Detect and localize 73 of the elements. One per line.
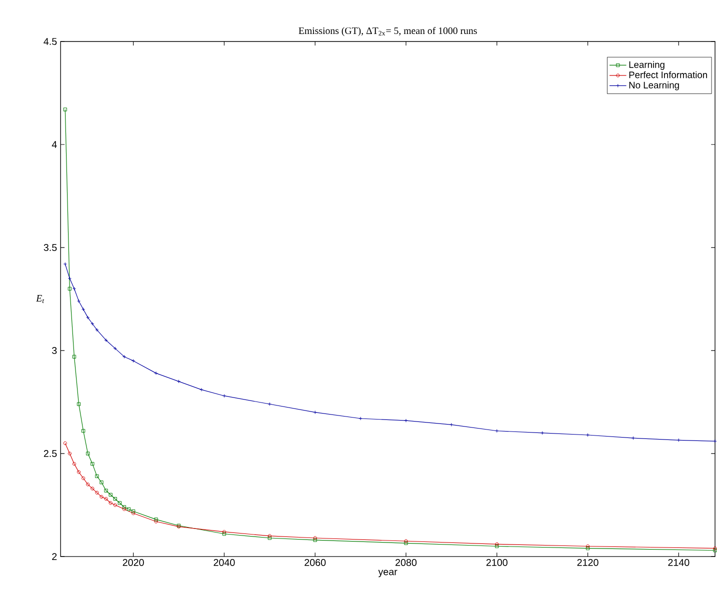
point <box>108 492 112 497</box>
point <box>631 436 636 440</box>
point <box>90 486 94 490</box>
x-tick-label: 2060 <box>304 559 326 566</box>
point <box>404 418 408 422</box>
point <box>100 480 104 484</box>
point <box>540 431 544 435</box>
point <box>76 402 81 406</box>
y-tick-label: 3 <box>52 347 57 354</box>
point <box>95 328 99 332</box>
point <box>82 307 86 312</box>
point <box>76 299 81 303</box>
legend-label: Learning <box>629 61 664 70</box>
point <box>86 482 90 486</box>
point <box>113 497 117 501</box>
point <box>86 316 90 320</box>
point <box>95 490 99 494</box>
point <box>122 354 126 358</box>
y-axis-title: E$_{t}$ <box>36 294 44 303</box>
x-tick-label: 2040 <box>214 559 235 566</box>
point <box>90 322 94 326</box>
point <box>222 532 226 536</box>
point <box>104 338 108 342</box>
point <box>358 416 362 420</box>
point <box>72 286 76 291</box>
y-tick-label: 2.5 <box>44 450 57 457</box>
y-tick-label: 3.5 <box>44 244 57 251</box>
point <box>86 452 90 456</box>
chart-title: Emissions (GT), ΔT$_{2x}$= 5, mean of 1000 runs <box>298 26 477 36</box>
point <box>104 497 108 501</box>
legend-label: No Learning <box>629 82 679 90</box>
point <box>68 276 72 280</box>
point <box>222 394 226 398</box>
point <box>108 501 112 505</box>
x-tick-label: 2140 <box>668 559 690 566</box>
y-tick-label: 4.5 <box>44 38 57 45</box>
point <box>104 488 108 492</box>
x-tick-label: 2100 <box>486 559 508 566</box>
point <box>450 422 454 426</box>
point <box>82 476 86 480</box>
point <box>313 410 317 414</box>
point <box>113 346 117 350</box>
x-tick-label: 2080 <box>396 559 417 566</box>
point <box>82 429 86 433</box>
point <box>586 433 590 437</box>
x-axis-title: year <box>378 570 398 578</box>
point <box>118 501 122 505</box>
point <box>68 452 72 456</box>
point <box>126 507 131 511</box>
point <box>76 470 81 474</box>
point <box>131 358 136 363</box>
x-tick-label: 2020 <box>122 559 144 566</box>
legend-label: Perfect Information <box>629 71 708 78</box>
point <box>268 402 272 406</box>
point <box>131 511 136 516</box>
point <box>495 544 499 548</box>
point <box>222 530 226 534</box>
point <box>176 380 181 384</box>
y-tick-label: 2 <box>52 553 57 560</box>
point <box>676 438 680 442</box>
point <box>154 371 158 375</box>
point <box>72 462 76 466</box>
point <box>495 542 499 546</box>
point <box>495 429 499 433</box>
point <box>68 286 72 291</box>
y-tick-label: 4 <box>52 141 57 148</box>
point <box>100 494 104 499</box>
point <box>95 474 99 478</box>
point <box>90 462 94 466</box>
point <box>200 388 204 392</box>
x-tick-label: 2120 <box>577 559 598 566</box>
point <box>72 354 76 358</box>
point <box>113 503 117 507</box>
